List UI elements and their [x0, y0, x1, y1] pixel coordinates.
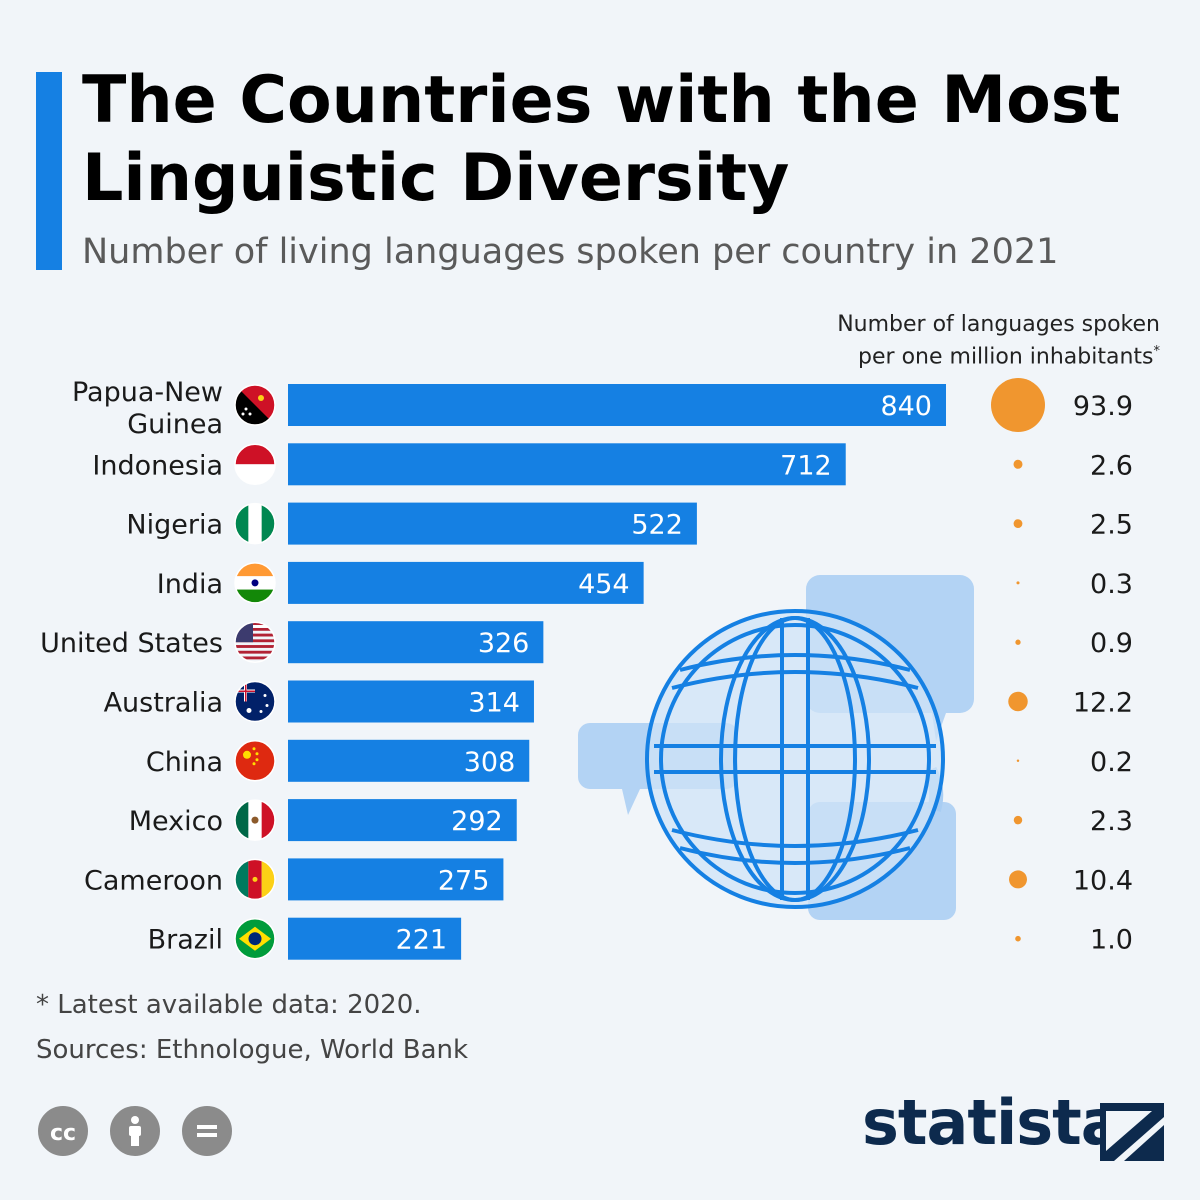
- globe-illustration: [578, 575, 974, 920]
- flag-mx-icon: [234, 799, 276, 841]
- dot-marker: [1016, 759, 1020, 763]
- bar: [288, 799, 517, 842]
- dot-marker: [1013, 815, 1023, 825]
- dot-marker: [1015, 935, 1021, 942]
- sources: Sources: Ethnologue, World Bank: [36, 1035, 469, 1065]
- globe-icon: [645, 609, 945, 909]
- bar: [288, 502, 697, 545]
- bar-value-label: 275: [438, 865, 490, 896]
- dot-legend-title: Number of languages spoken per one milli…: [740, 311, 1160, 370]
- flag-us-icon: [234, 621, 276, 663]
- bar-value-label: 221: [396, 925, 448, 956]
- bar-value-label: 308: [464, 747, 516, 778]
- dot-marker: [1009, 870, 1027, 889]
- category-label: Nigeria: [126, 510, 223, 541]
- bar: [288, 621, 544, 664]
- dot-marker: [1013, 459, 1023, 469]
- bar-value-label: 840: [880, 391, 932, 422]
- dot-value-label: 2.3: [1090, 806, 1133, 837]
- bar: [288, 443, 846, 486]
- dot-marker: [1016, 581, 1020, 585]
- dot-value-label: 10.4: [1073, 865, 1133, 896]
- dot-legend-line1: Number of languages spoken: [837, 312, 1160, 337]
- bar: [288, 680, 534, 723]
- category-label: Australia: [104, 688, 223, 719]
- dot-value-label: 93.9: [1073, 391, 1133, 422]
- cc-icon[interactable]: cc: [38, 1106, 88, 1156]
- flag-ng-icon: [234, 502, 276, 545]
- chart-title: The Countries with the Most Linguistic D…: [82, 63, 1121, 216]
- category-label: India: [157, 569, 223, 600]
- category-label: Indonesia: [92, 450, 223, 481]
- flag-in-icon: [234, 562, 276, 604]
- dot-legend-marker: *: [1153, 344, 1161, 359]
- nd-icon[interactable]: [182, 1106, 232, 1156]
- category-label: Mexico: [129, 806, 223, 837]
- flag-png-icon: [234, 384, 276, 426]
- bar: [288, 917, 462, 960]
- by-icon[interactable]: [110, 1106, 160, 1156]
- bar-value-label: 314: [468, 688, 520, 719]
- chart-subtitle: Number of living languages spoken per co…: [82, 232, 1059, 272]
- statista-wordmark[interactable]: statista: [862, 1086, 1123, 1159]
- flag-cn-icon: [234, 740, 276, 782]
- bar-value-label: 292: [451, 806, 503, 837]
- dot-value-label: 0.9: [1090, 628, 1133, 659]
- bar-value-label: 712: [780, 450, 832, 481]
- dot-value-label: 2.5: [1090, 510, 1133, 541]
- dot-value-label: 0.2: [1090, 747, 1133, 778]
- bar-value-label: 326: [478, 628, 530, 659]
- bar: [288, 858, 504, 901]
- dot-marker: [1013, 519, 1023, 529]
- flag-id-icon: [234, 443, 276, 486]
- bar-value-label: 454: [578, 569, 630, 600]
- dot-value-label: 12.2: [1073, 688, 1133, 719]
- dot-marker: [991, 378, 1045, 432]
- flag-br-icon: [234, 917, 276, 960]
- flag-au-icon: [234, 680, 276, 723]
- bar: [288, 561, 644, 604]
- dot-value-label: 1.0: [1090, 925, 1133, 956]
- dot-marker: [1015, 639, 1021, 645]
- flag-cm-icon: [234, 858, 276, 901]
- dot-legend-line2: per one million inhabitants: [858, 344, 1154, 370]
- category-label: Brazil: [148, 925, 223, 956]
- dot-marker: [1008, 691, 1028, 712]
- title-accent-bar: [36, 72, 62, 270]
- dot-value-label: 0.3: [1090, 569, 1133, 600]
- bar: [288, 384, 946, 426]
- category-label: Papua-New: [72, 377, 223, 408]
- category-label: China: [146, 747, 223, 778]
- statista-logo-icon[interactable]: [1100, 1103, 1164, 1161]
- category-label: United States: [40, 628, 223, 659]
- dot-value-label: 2.6: [1090, 450, 1133, 481]
- category-label: Guinea: [127, 409, 223, 440]
- footnote: * Latest available data: 2020.: [36, 990, 422, 1020]
- bar: [288, 739, 530, 782]
- bar-value-label: 522: [631, 510, 683, 541]
- category-label: Cameroon: [84, 865, 223, 896]
